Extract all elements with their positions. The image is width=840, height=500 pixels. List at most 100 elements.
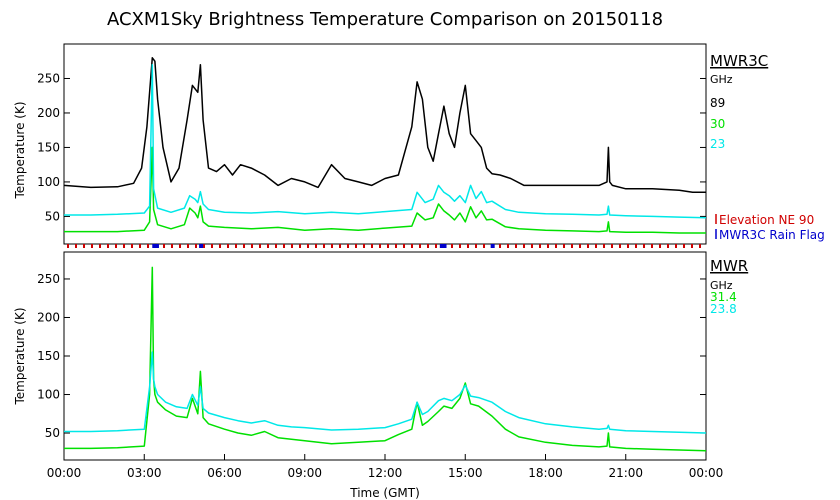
- elevation-mark: [699, 244, 701, 248]
- elevation-mark: [547, 244, 549, 248]
- elevation-mark: [371, 244, 373, 248]
- elevation-mark: [467, 244, 469, 248]
- rain-flag-mark: [152, 244, 159, 248]
- elevation-mark: [595, 244, 597, 248]
- elevation-mark: [323, 244, 325, 248]
- elevation-mark: [171, 244, 173, 248]
- elevation-mark: [659, 244, 661, 248]
- elevation-mark: [531, 244, 533, 248]
- x-tick-label: 09:00: [287, 466, 322, 480]
- x-tick-label: 21:00: [608, 466, 643, 480]
- elevation-mark: [587, 244, 589, 248]
- bottom-panel: 50 100 150 200 250 00:00 03:00 06:00 09:00 12:00…: [13, 251, 723, 500]
- elevation-mark: [411, 244, 413, 248]
- elevation-mark: [99, 244, 101, 248]
- x-tick-label: 06:00: [207, 466, 242, 480]
- elevation-mark: [579, 244, 581, 248]
- rain-flag-mark: [199, 244, 204, 248]
- series-line-23-8: [64, 351, 707, 434]
- bottom-series-group: [64, 266, 707, 452]
- elevation-mark: [347, 244, 349, 248]
- x-tick-label: 12:00: [368, 466, 403, 480]
- elevation-mark: [459, 244, 461, 248]
- flag-strip: [67, 244, 701, 248]
- elevation-mark: [555, 244, 557, 248]
- y-tick-label: 100: [37, 388, 60, 402]
- legend-elevation: Elevation NE 90: [719, 213, 814, 227]
- elevation-mark: [147, 244, 149, 248]
- y-tick-label: 150: [37, 349, 60, 363]
- elevation-mark: [475, 244, 477, 248]
- elevation-mark: [131, 244, 133, 248]
- series-line-30: [64, 146, 706, 234]
- elevation-mark: [259, 244, 261, 248]
- elevation-mark: [667, 244, 669, 248]
- top-y-axis-label: Temperature (K): [13, 101, 27, 199]
- top-y-axis: 50 100 150 200 250: [37, 71, 706, 223]
- elevation-mark: [187, 244, 189, 248]
- elevation-mark: [523, 244, 525, 248]
- elevation-mark: [355, 244, 357, 248]
- elevation-mark: [539, 244, 541, 248]
- elevation-mark: [635, 244, 637, 248]
- bottom-legend: MWR GHz 31.4 23.8: [710, 257, 748, 316]
- legend-instrument-mwr: MWR: [710, 257, 748, 275]
- legend-31-4: 31.4: [710, 290, 737, 304]
- series-line-31-4: [64, 266, 707, 452]
- elevation-mark: [219, 244, 221, 248]
- elevation-mark: [107, 244, 109, 248]
- elevation-mark: [603, 244, 605, 248]
- y-tick-label: 100: [37, 175, 60, 189]
- elevation-mark: [507, 244, 509, 248]
- elevation-mark: [115, 244, 117, 248]
- elevation-mark: [387, 244, 389, 248]
- elevation-mark: [435, 244, 437, 248]
- y-tick-label: 50: [45, 209, 60, 223]
- top-legend: MWR3C GHz 89 30 23: [710, 52, 768, 151]
- elevation-mark: [691, 244, 693, 248]
- legend-23: 23: [710, 137, 725, 151]
- bottom-y-axis: 50 100 150 200 250: [37, 272, 706, 440]
- elevation-mark: [563, 244, 565, 248]
- elevation-mark: [483, 244, 485, 248]
- elevation-mark: [195, 244, 197, 248]
- elevation-mark: [619, 244, 621, 248]
- elevation-mark: [363, 244, 365, 248]
- legend-rain: MWR3C Rain Flag: [719, 228, 825, 242]
- elevation-mark: [379, 244, 381, 248]
- elevation-mark: [395, 244, 397, 248]
- elevation-mark: [123, 244, 125, 248]
- elevation-mark: [419, 244, 421, 248]
- top-series-group: [63, 57, 707, 234]
- elevation-mark: [91, 244, 93, 248]
- elevation-mark: [83, 244, 85, 248]
- elevation-mark: [179, 244, 181, 248]
- x-tick-label: 15:00: [448, 466, 483, 480]
- bottom-y-axis-label: Temperature (K): [13, 307, 27, 405]
- elevation-mark: [403, 244, 405, 248]
- flag-legend: Elevation NE 90 MWR3C Rain Flag: [715, 213, 825, 242]
- elevation-mark: [331, 244, 333, 248]
- series-line-89: [63, 57, 706, 194]
- x-axis-label: Time (GMT): [349, 486, 420, 500]
- elevation-mark: [243, 244, 245, 248]
- elevation-mark: [67, 244, 69, 248]
- elevation-mark: [291, 244, 293, 248]
- chart-title: ACXM1Sky Brightness Temperature Comparis…: [107, 9, 663, 30]
- elevation-mark: [299, 244, 301, 248]
- elevation-mark: [339, 244, 341, 248]
- legend-30: 30: [710, 117, 725, 131]
- bottom-x-axis: 00:00 03:00 06:00 09:00 12:00 15:00 18:00 21:00…: [47, 454, 723, 480]
- elevation-mark: [283, 244, 285, 248]
- elevation-mark: [451, 244, 453, 248]
- legend-unit-bottom: GHz: [710, 279, 733, 292]
- elevation-mark: [683, 244, 685, 248]
- series-line-23: [64, 63, 707, 219]
- elevation-mark: [571, 244, 573, 248]
- elevation-mark: [235, 244, 237, 248]
- rain-flag-mark: [490, 244, 495, 248]
- elevation-mark: [227, 244, 229, 248]
- elevation-mark: [315, 244, 317, 248]
- top-panel: 50 100 150 200 250 Temperature (K): [13, 43, 707, 245]
